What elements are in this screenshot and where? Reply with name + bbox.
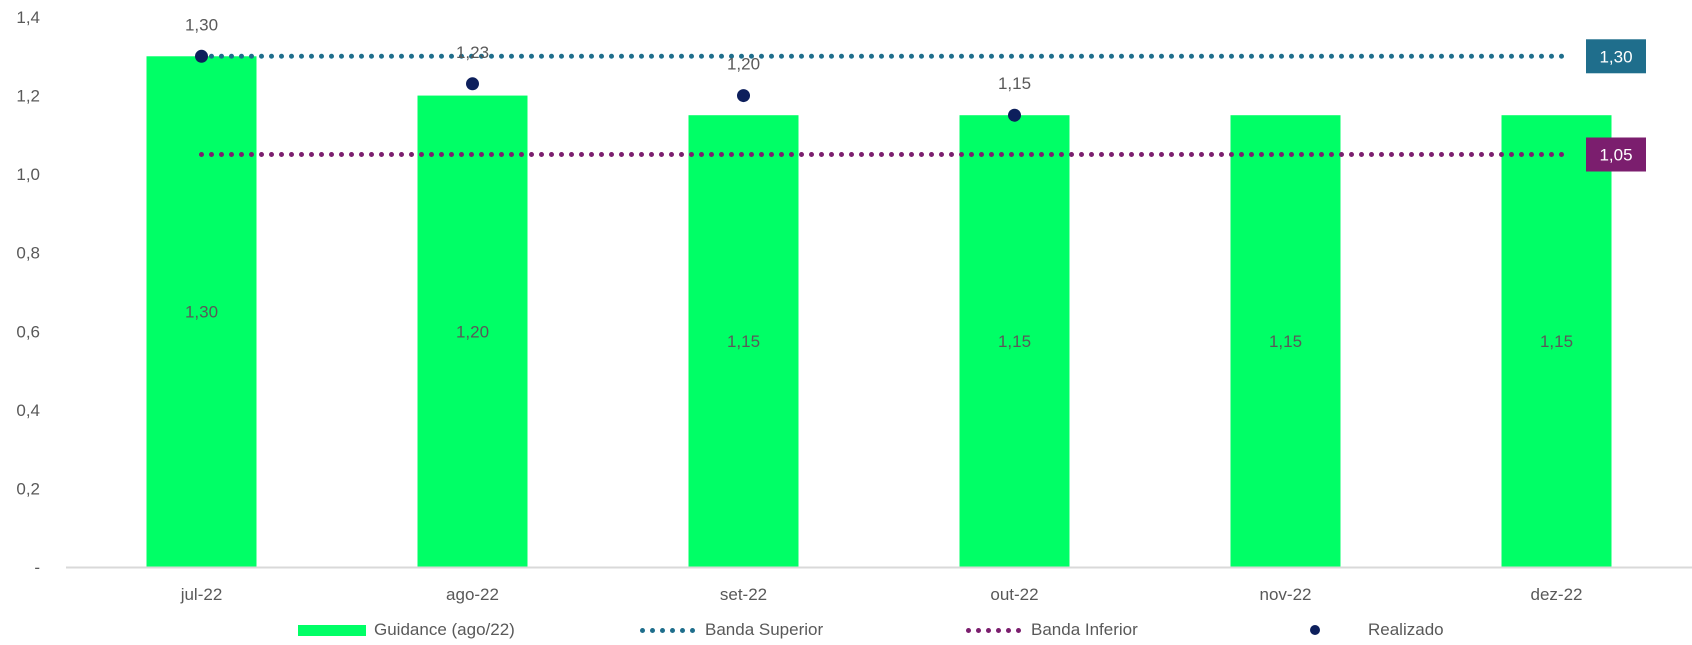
bar-value-label: 1,20 bbox=[456, 322, 489, 341]
bar-nov-22 bbox=[1230, 115, 1341, 567]
realizado-point-ago-22 bbox=[466, 77, 479, 91]
legend-item-realizado: Realizado bbox=[1310, 620, 1444, 640]
realizado-value-label: 1,20 bbox=[727, 55, 760, 74]
y-tick-label: 1,4 bbox=[16, 8, 40, 27]
y-tick-label: 1,2 bbox=[16, 87, 40, 106]
legend-swatch-banda-superior bbox=[640, 627, 695, 633]
bar-value-label: 1,15 bbox=[1269, 332, 1302, 351]
bar-value-label: 1,15 bbox=[998, 332, 1031, 351]
x-tick-label: jul-22 bbox=[180, 585, 223, 604]
combo-chart: - 0,2 0,4 0,6 0,8 1,0 1,2 1,4 jul-22 ago-22 set-22… bbox=[16, 8, 1692, 604]
legend-swatch-realizado bbox=[1310, 625, 1320, 635]
realizado-point-out-22 bbox=[1008, 108, 1021, 122]
bar-ago-22 bbox=[417, 95, 528, 568]
y-tick-label: 1,0 bbox=[16, 165, 40, 184]
legend-label-banda-superior: Banda Superior bbox=[705, 620, 824, 639]
y-tick-label: 0,2 bbox=[16, 479, 40, 498]
y-tick-label: 0,6 bbox=[16, 322, 40, 341]
y-tick-label: 0,4 bbox=[16, 401, 40, 420]
bar-set-22 bbox=[688, 115, 799, 567]
x-tick-label: out-22 bbox=[990, 585, 1038, 604]
realizado-point-jul-22 bbox=[195, 49, 208, 63]
realizado-value-label: 1,15 bbox=[998, 74, 1031, 93]
banda-superior-end-label-box bbox=[1586, 39, 1646, 74]
legend-swatch-guidance bbox=[298, 624, 366, 636]
legend-item-guidance: Guidance (ago/22) bbox=[298, 620, 515, 640]
realizado-value-label: 1,23 bbox=[456, 43, 489, 62]
legend-label-realizado: Realizado bbox=[1368, 620, 1444, 639]
bar-jul-22 bbox=[146, 56, 257, 568]
legend: Guidance (ago/22) Banda Superior Banda I… bbox=[0, 620, 1692, 645]
banda-inferior-end-label-box bbox=[1586, 137, 1646, 172]
y-tick-label: 0,8 bbox=[16, 244, 40, 263]
realizado-point-set-22 bbox=[737, 89, 750, 103]
legend-label-banda-inferior: Banda Inferior bbox=[1031, 620, 1138, 639]
bar-out-22 bbox=[959, 115, 1070, 567]
bar-value-label: 1,15 bbox=[727, 332, 760, 351]
x-tick-label: ago-22 bbox=[446, 585, 499, 604]
y-tick-label: - bbox=[34, 558, 40, 577]
banda-inferior-end-label: 1,05 bbox=[1599, 146, 1632, 165]
x-tick-label: nov-22 bbox=[1260, 585, 1312, 604]
x-tick-label: dez-22 bbox=[1531, 585, 1583, 604]
bar-dez-22 bbox=[1501, 115, 1612, 567]
realizado-value-label: 1,30 bbox=[185, 15, 218, 34]
x-tick-label: set-22 bbox=[720, 585, 767, 604]
legend-swatch-banda-inferior bbox=[966, 627, 1021, 633]
legend-item-banda-inferior: Banda Inferior bbox=[966, 620, 1138, 640]
legend-label-guidance: Guidance (ago/22) bbox=[374, 620, 515, 639]
legend-item-banda-superior: Banda Superior bbox=[640, 620, 823, 640]
bar-value-label: 1,15 bbox=[1540, 332, 1573, 351]
banda-superior-end-label: 1,30 bbox=[1599, 47, 1632, 66]
bar-value-label: 1,30 bbox=[185, 303, 218, 322]
